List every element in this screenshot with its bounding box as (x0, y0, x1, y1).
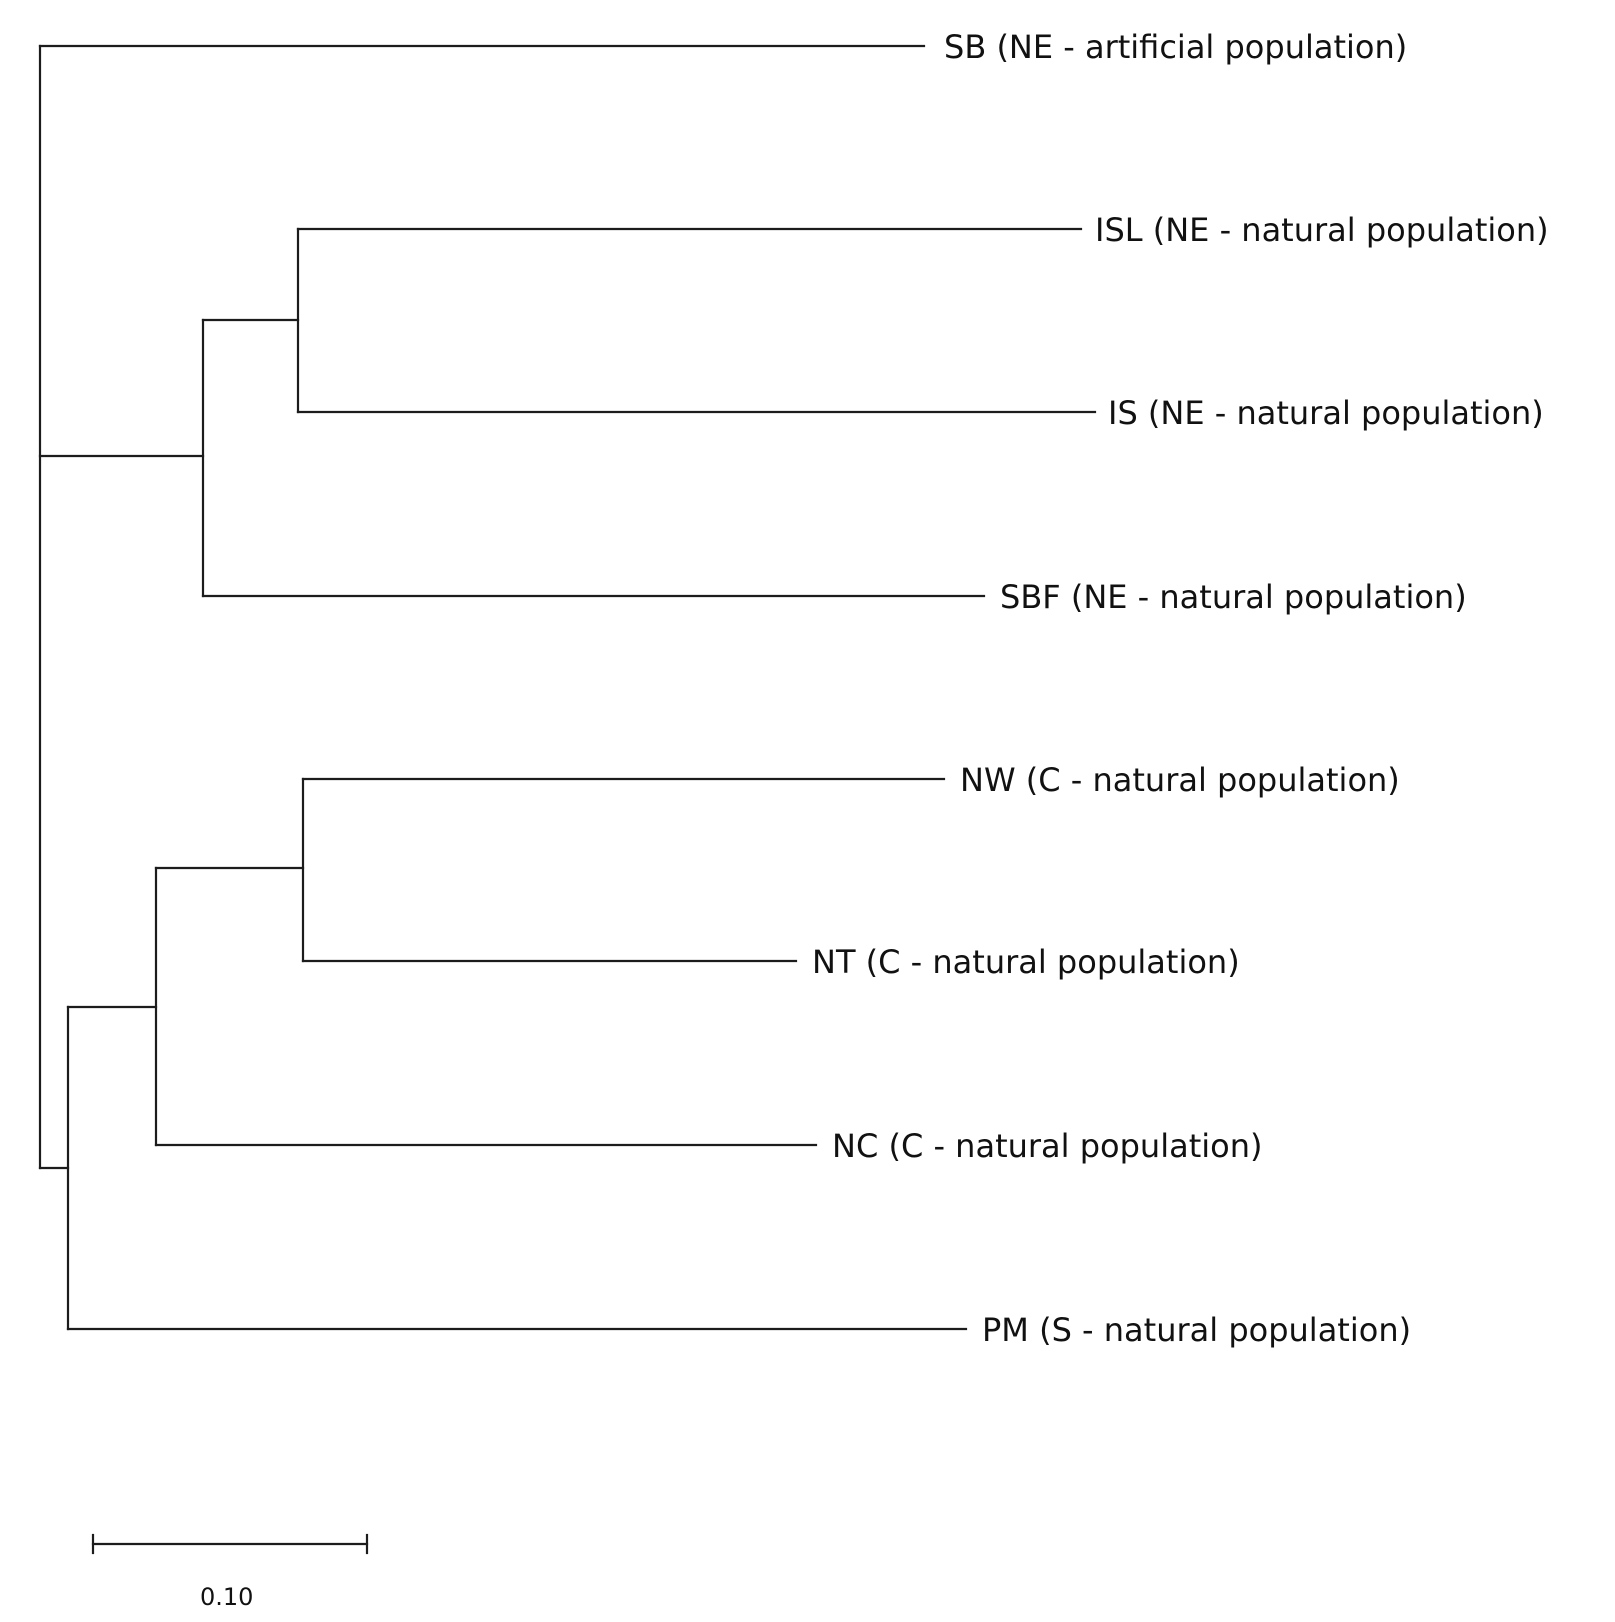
leaf-label-nc: NC (C - natural population) (832, 1127, 1262, 1165)
scale-bar-label: 0.10 (200, 1583, 253, 1611)
leaf-label-sbf: SBF (NE - natural population) (1000, 578, 1467, 616)
tree-branches (38, 44, 1097, 1331)
leaf-labels: SB (NE - artificial population) ISL (NE … (812, 28, 1549, 1349)
leaf-label-pm: PM (S - natural population) (982, 1311, 1411, 1349)
leaf-label-is: IS (NE - natural population) (1108, 394, 1544, 432)
leaf-label-nt: NT (C - natural population) (812, 943, 1240, 981)
leaf-label-nw: NW (C - natural population) (960, 761, 1400, 799)
scale-bar: 0.10 (91, 1533, 369, 1611)
leaf-label-sb: SB (NE - artificial population) (944, 28, 1407, 66)
leaf-label-isl: ISL (NE - natural population) (1095, 211, 1549, 249)
